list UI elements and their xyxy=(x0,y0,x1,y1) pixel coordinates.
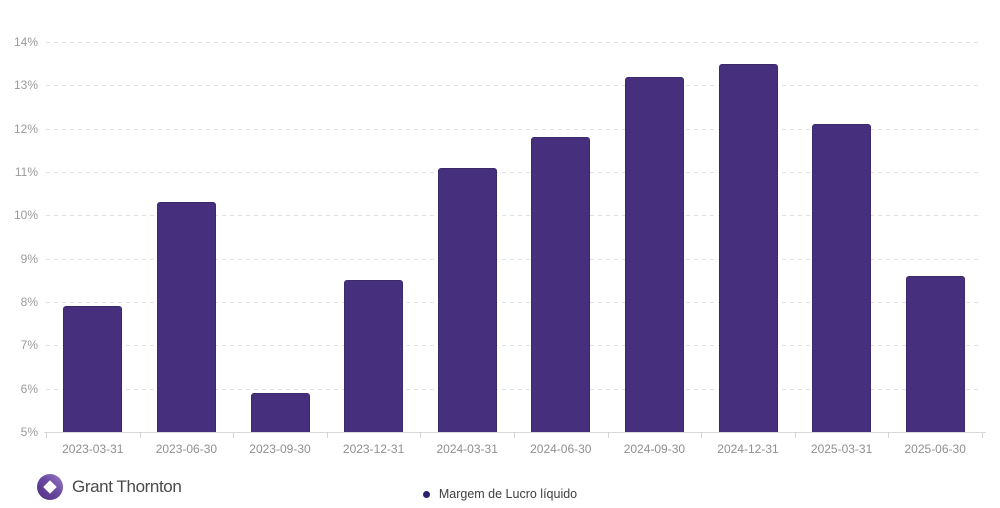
x-axis-tick xyxy=(46,432,47,438)
bar-2023-09-30[interactable] xyxy=(250,393,310,432)
bar-2023-12-31[interactable] xyxy=(344,280,404,432)
x-axis-tick xyxy=(514,432,515,438)
x-axis-label: 2023-12-31 xyxy=(342,442,405,456)
gridline xyxy=(46,302,982,303)
y-axis-label: 14% xyxy=(13,35,38,49)
bar-2024-12-31[interactable] xyxy=(718,63,778,432)
legend-item-margem-lucro[interactable]: Margem de Lucro líquido xyxy=(422,487,578,501)
x-axis-label: 2023-06-30 xyxy=(155,442,218,456)
legend: Margem de Lucro líquido xyxy=(0,487,1000,501)
y-axis-label: 11% xyxy=(14,165,38,179)
y-axis-label: 12% xyxy=(13,121,38,136)
x-axis-tick xyxy=(607,432,609,438)
x-axis-tick xyxy=(982,432,983,438)
grant-thornton-logo: Grant Thornton xyxy=(36,473,182,501)
x-axis-label: 2023-09-30 xyxy=(249,442,311,456)
y-axis-label: 10% xyxy=(13,208,38,223)
y-axis-label: 8% xyxy=(20,295,38,309)
gridline xyxy=(46,172,982,173)
gridline xyxy=(46,258,982,260)
gridline xyxy=(46,128,982,130)
x-axis-label: 2025-06-30 xyxy=(904,442,966,456)
plot-area: 5% 6% 7% 8% 9% 10% 11% 12% 13% 14% 2023-03-31 2023… xyxy=(14,10,986,456)
y-axis-label: 9% xyxy=(20,251,38,266)
x-axis-label: 2023-03-31 xyxy=(62,442,124,456)
legend-label: Margem de Lucro líquido xyxy=(438,487,578,501)
y-axis-label: 5% xyxy=(20,425,38,439)
gridline xyxy=(46,42,982,43)
grant-thornton-swirl-icon xyxy=(36,473,64,501)
gridline xyxy=(46,215,982,217)
y-axis-label: 7% xyxy=(20,338,38,353)
x-axis-tick xyxy=(233,432,235,438)
x-axis-label: 2025-03-31 xyxy=(810,442,873,456)
x-axis-label: 2024-12-31 xyxy=(717,442,779,456)
x-axis-tick xyxy=(326,432,328,438)
x-axis-tick xyxy=(420,432,422,438)
x-axis-tick xyxy=(701,432,703,438)
brand-text: Grant Thornton xyxy=(72,477,182,496)
y-axis-label: 6% xyxy=(20,381,38,396)
bar-2024-09-30[interactable] xyxy=(624,76,684,432)
x-axis-tick xyxy=(139,432,141,438)
bar-2023-03-31[interactable] xyxy=(63,306,123,432)
x-axis-line xyxy=(44,432,986,433)
gridline xyxy=(46,85,982,87)
x-axis-label: 2024-09-30 xyxy=(623,442,686,456)
y-axis-label: 13% xyxy=(13,78,38,93)
bar-2025-06-30[interactable] xyxy=(905,276,965,432)
gridline xyxy=(46,388,982,390)
bar-2025-03-31[interactable] xyxy=(812,124,872,432)
x-axis-label: 2024-06-30 xyxy=(530,442,592,456)
bar-2024-06-30[interactable] xyxy=(531,137,591,432)
legend-marker-dot xyxy=(422,490,430,498)
x-axis-tick xyxy=(794,432,796,438)
bar-2023-06-30[interactable] xyxy=(156,202,216,432)
gridline xyxy=(46,345,982,347)
x-axis-label: 2024-03-31 xyxy=(436,442,498,456)
bar-2024-03-31[interactable] xyxy=(437,167,497,432)
x-axis-tick xyxy=(888,432,890,438)
